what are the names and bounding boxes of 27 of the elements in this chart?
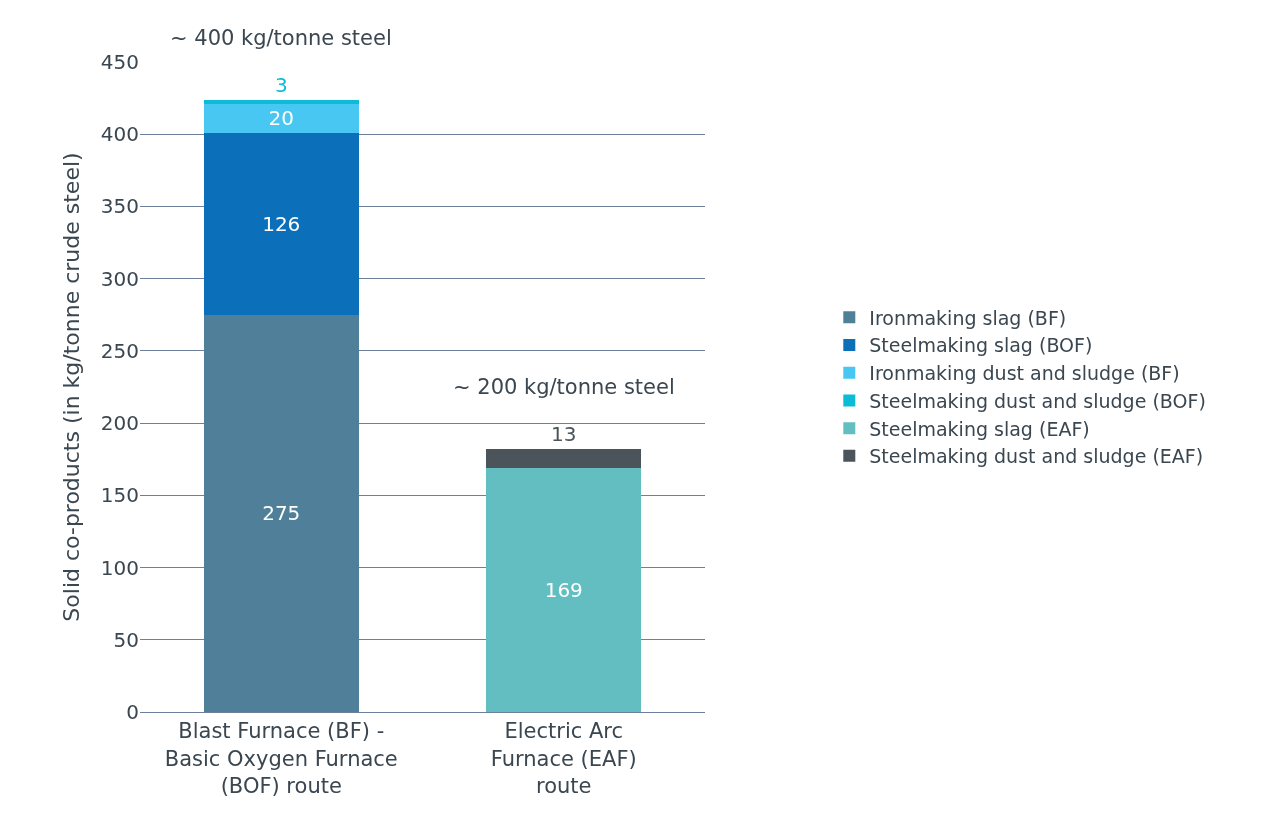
y-tick-label: 350: [100, 194, 139, 219]
y-axis-title: Solid co-products (in kg/tonne crude steel): [58, 152, 84, 622]
y-tick-label: 400: [100, 122, 139, 147]
x-tick-label: Electric Arc Furnace (EAF) route: [490, 719, 637, 798]
legend-label: Steelmaking dust and sludge (EAF): [869, 445, 1204, 468]
data-label: 126: [262, 211, 301, 236]
y-tick-label: 50: [113, 627, 139, 652]
y-tick-label: 100: [100, 555, 139, 580]
y-tick-label: 300: [100, 266, 139, 291]
data-label: 13: [551, 422, 577, 447]
y-tick-label: 200: [100, 411, 139, 436]
data-label: 275: [262, 501, 301, 526]
text: ~ 400 kg/tonne steel: [170, 26, 392, 50]
legend-label: Steelmaking slag (BOF): [869, 334, 1093, 357]
x-tick-label: Blast Furnace (BF) - Basic Oxygen Furnace (BOF) route: [164, 719, 398, 798]
legend-label: Ironmaking slag (BF): [869, 306, 1067, 329]
data-label: 169: [544, 577, 583, 602]
legend-label: Ironmaking dust and sludge (BF): [869, 362, 1180, 385]
y-tick-label: 250: [100, 338, 139, 363]
annotation: ~ 200 kg/tonne steel: [453, 375, 675, 399]
legend-label: Steelmaking dust and sludge (BOF): [869, 389, 1206, 412]
y-tick-label: 450: [100, 50, 139, 74]
data-label: 3: [274, 72, 288, 97]
y-tick-label: 0: [126, 700, 139, 724]
y-tick-label: 150: [100, 483, 139, 508]
legend-label: Steelmaking slag (EAF): [869, 417, 1090, 440]
data-label: 20: [268, 106, 294, 131]
